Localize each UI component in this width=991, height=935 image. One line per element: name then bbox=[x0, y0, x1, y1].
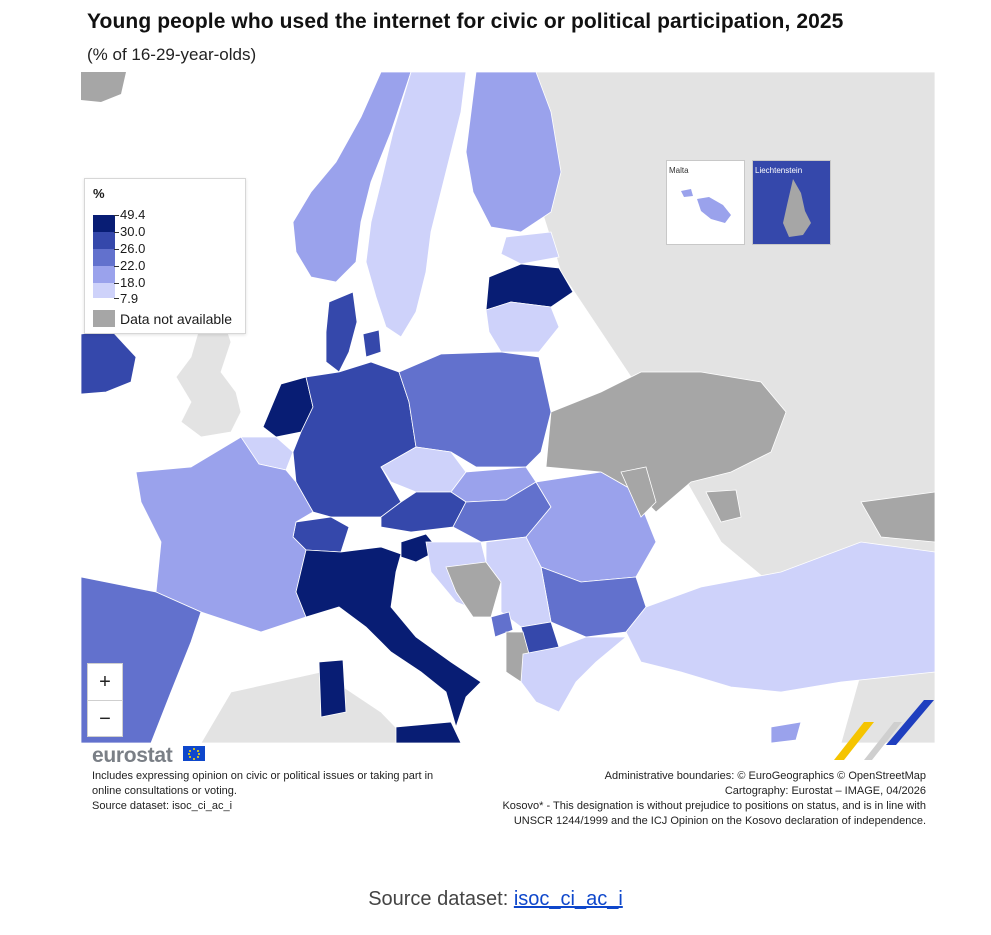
zoom-divider bbox=[88, 700, 122, 701]
country-montenegro[interactable] bbox=[490, 611, 514, 638]
country-malta[interactable] bbox=[697, 197, 731, 223]
legend-title: % bbox=[93, 186, 105, 201]
inset-malta-label: Malta bbox=[669, 166, 689, 175]
legend-label-1: 49.4 bbox=[120, 207, 146, 222]
country-italy-sardinia[interactable] bbox=[318, 659, 347, 718]
zoom-in-button[interactable]: + bbox=[99, 670, 111, 693]
legend-label-2: 30.0 bbox=[120, 224, 146, 239]
inset-malta-shape bbox=[681, 189, 731, 223]
legend-label-4: 22.0 bbox=[120, 258, 146, 273]
map-credits: Administrative boundaries: © EuroGeograp… bbox=[462, 769, 926, 829]
country-latvia[interactable] bbox=[485, 263, 574, 311]
country-greece[interactable] bbox=[520, 636, 628, 713]
map-legend: % 49.4 30.0 26.0 22.0 18.0 7.9 Data not … bbox=[84, 178, 246, 334]
source-prefix: Source dataset: bbox=[368, 888, 514, 910]
corner-yellow-stripe bbox=[834, 722, 874, 760]
note-line-1: Includes expressing opinion on civic or … bbox=[92, 770, 434, 782]
map-subtitle: (% of 16-29-year-olds) bbox=[87, 45, 257, 64]
country-sweden[interactable] bbox=[365, 72, 467, 338]
inset-malta[interactable]: Malta bbox=[666, 160, 745, 245]
zoom-out-button[interactable]: − bbox=[99, 707, 111, 730]
country-finland[interactable] bbox=[465, 72, 562, 233]
inset-liechtenstein[interactable]: Liechtenstein bbox=[752, 160, 831, 245]
country-slovenia[interactable] bbox=[400, 533, 440, 563]
note-line-3: Source dataset: isoc_ci_ac_i bbox=[92, 800, 233, 812]
legend-na-label: Data not available bbox=[120, 311, 233, 327]
credits-line-1: Administrative boundaries: © EuroGeograp… bbox=[604, 770, 926, 782]
country-norway[interactable] bbox=[292, 72, 412, 283]
credits-line-2: Cartography: Eurostat – IMAGE, 04/2026 bbox=[724, 785, 926, 797]
country-ireland[interactable] bbox=[81, 329, 137, 395]
legend-label-6: 7.9 bbox=[120, 291, 139, 306]
legend-swatch-5 bbox=[93, 283, 115, 298]
country-poland[interactable] bbox=[398, 351, 552, 468]
eurostat-logo: eurostat bbox=[92, 744, 173, 767]
legend-swatch-2 bbox=[93, 232, 115, 249]
country-denmark[interactable] bbox=[325, 291, 358, 373]
country-lithuania[interactable] bbox=[485, 301, 560, 353]
note-line-2: online consultations or voting. bbox=[92, 785, 237, 797]
legend-tick-1 bbox=[114, 215, 119, 216]
legend-tick-4 bbox=[114, 266, 119, 267]
source-footer: Source dataset: isoc_ci_ac_i bbox=[0, 888, 991, 911]
legend-swatch-4 bbox=[93, 266, 115, 283]
legend-label-5: 18.0 bbox=[120, 275, 146, 290]
region-caucasus[interactable] bbox=[860, 491, 935, 543]
inset-liechtenstein-shape bbox=[783, 179, 811, 237]
eu-flag-icon bbox=[183, 746, 205, 761]
region-crimea[interactable] bbox=[705, 489, 742, 523]
inset-liechtenstein-label: Liechtenstein bbox=[755, 166, 803, 175]
country-estonia[interactable] bbox=[500, 231, 560, 265]
legend-tick-3 bbox=[114, 249, 119, 250]
legend-tick-5 bbox=[114, 283, 119, 284]
corner-blue-stripe bbox=[886, 700, 934, 745]
legend-tick-2 bbox=[114, 232, 119, 233]
country-denmark-islands[interactable] bbox=[362, 329, 382, 358]
country-germany[interactable] bbox=[292, 361, 417, 518]
region-north-africa bbox=[200, 671, 412, 743]
legend-swatch-3 bbox=[93, 249, 115, 266]
country-liechtenstein[interactable] bbox=[783, 179, 811, 237]
country-moldova[interactable] bbox=[620, 466, 657, 518]
corner-grey-stripe bbox=[864, 722, 902, 760]
legend-label-3: 26.0 bbox=[120, 241, 146, 256]
map-title: Young people who used the internet for c… bbox=[87, 10, 844, 33]
credits-line-4: UNSCR 1244/1999 and the ICJ Opinion on t… bbox=[513, 815, 926, 827]
country-turkey[interactable] bbox=[625, 541, 935, 693]
source-dataset-link[interactable]: isoc_ci_ac_i bbox=[513, 888, 623, 910]
credits-line-3: Kosovo* - This designation is without pr… bbox=[502, 800, 926, 812]
country-italy-sicily[interactable] bbox=[395, 721, 462, 743]
country-cyprus[interactable] bbox=[770, 721, 802, 743]
legend-swatch-1 bbox=[93, 215, 115, 232]
eurostat-corner-graphic bbox=[834, 700, 934, 760]
legend-tick-6 bbox=[114, 298, 119, 299]
country-france[interactable] bbox=[135, 436, 314, 633]
region-uk bbox=[175, 311, 242, 438]
country-malta-gozo[interactable] bbox=[681, 189, 693, 197]
map-note: Includes expressing opinion on civic or … bbox=[92, 769, 472, 814]
country-ukraine[interactable] bbox=[545, 371, 787, 513]
legend-na-swatch bbox=[93, 310, 115, 327]
zoom-control: + − bbox=[87, 663, 123, 737]
region-iceland bbox=[81, 72, 126, 102]
